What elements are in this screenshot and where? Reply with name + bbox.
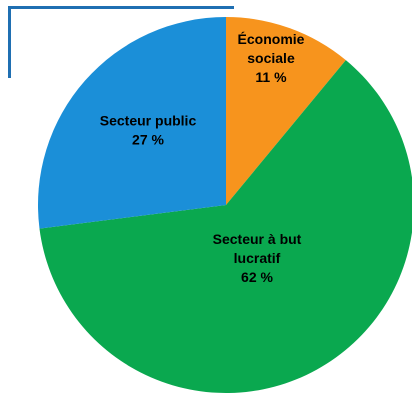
slice-name-label-0: sociale [247,50,295,66]
pie-slice-1 [39,60,412,393]
pie-labels: Économie sociale 11 % Secteur à but lucratif… [100,31,305,285]
slice-value-label-0: 11 % [255,69,287,85]
frame-top-border [8,6,234,9]
slice-name-label-1: Secteur à but [213,231,302,247]
slice-name-label-1: lucratif [234,250,281,266]
pie-slice-0 [226,17,346,205]
pie-slice-2 [37,17,226,229]
frame-left-border [8,6,11,78]
slice-name-label-2: Secteur public [100,113,197,129]
slice-name-label-0: Économie [238,31,305,47]
pie-slices [37,17,412,393]
slice-value-label-1: 62 % [241,269,273,285]
slice-value-label-2: 27 % [132,132,164,148]
